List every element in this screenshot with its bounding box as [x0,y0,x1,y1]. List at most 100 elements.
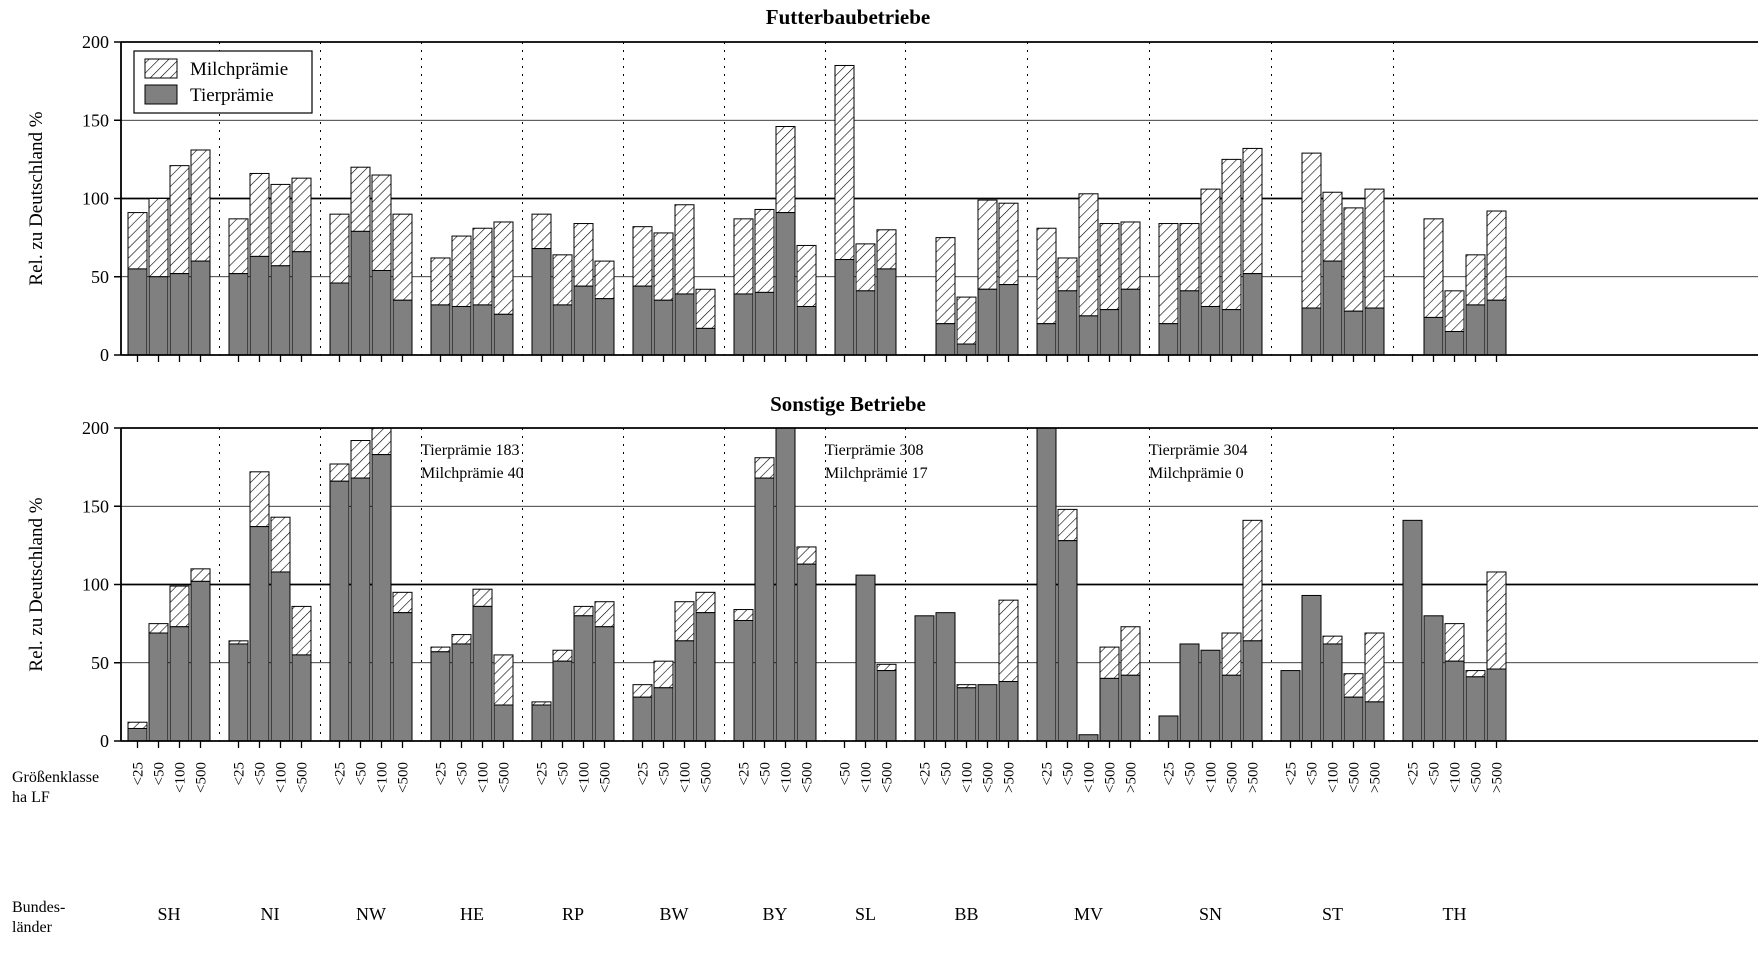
bar-sh-lt25-milchpraemie [127,721,148,729]
bar-sh-lt50-tierpraemie [148,632,169,742]
y-axis-label: Rel. zu Deutschland % [26,497,47,671]
size-class-label-mv-lt100: <100 [1082,762,1098,793]
size-class-label-sl-lt500: <500 [880,762,896,793]
bar-sh-lt100-tierpraemie [169,273,190,356]
bar-by-lt25-milchpraemie [733,218,754,295]
bar-sh-lt500-tierpraemie [190,580,211,742]
size-class-label-sh-lt25: <25 [131,762,147,785]
y-tick-label-50: 50 [91,267,109,287]
bar-nw-lt500-tierpraemie [392,612,413,742]
bar-mv-lt500-milchpraemie [1099,223,1120,311]
size-class-label-ni-lt25: <25 [232,762,248,785]
bar-sh-lt25-milchpraemie [127,212,148,270]
bar-nw-lt500-milchpraemie [392,213,413,301]
chart-title-futterbau: Futterbaubetriebe [766,5,930,29]
bar-rp-lt100-milchpraemie [573,605,594,617]
land-label-bb: BB [954,904,978,924]
bar-nw-lt50-tierpraemie [350,477,371,742]
bar-bw-lt100-milchpraemie [674,601,695,642]
size-class-label-sh-lt100: <100 [173,762,189,793]
bar-st-lt100-milchpraemie [1322,635,1343,645]
bar-nw-lt100-tierpraemie [371,454,392,742]
bar-sh-lt50-tierpraemie [148,276,169,356]
bar-he-lt500-milchpraemie [493,654,514,706]
bar-st-lt500-tierpraemie [1343,696,1364,742]
bar-bb-lt50-milchpraemie [935,237,956,325]
bar-he-lt50-milchpraemie [451,634,472,645]
bar-sn-gt500-tierpraemie [1242,640,1263,742]
bar-st-gt500-milchpraemie [1364,632,1385,703]
bar-bw-lt500-milchpraemie [695,591,716,614]
bar-by-lt25-milchpraemie [733,609,754,621]
size-class-label-th-gt500: >500 [1490,762,1506,793]
bar-bb-lt500-tierpraemie [977,684,998,742]
bar-nw-lt25-tierpraemie [329,480,350,742]
bar-st-lt500-milchpraemie [1343,673,1364,698]
bar-th-lt100-tierpraemie [1444,660,1465,742]
y-tick-label-200: 200 [82,418,109,438]
size-class-label-bb-gt500: >500 [1002,762,1018,793]
panel-futterbau: 0 50 100 150 200 Rel. zu Deutschland % [26,32,1758,365]
bar-st-lt50-tierpraemie [1301,307,1322,356]
bar-rp-lt500-milchpraemie [594,260,615,300]
size-class-label-bw-lt50: <50 [657,762,673,785]
bar-st-lt500-milchpraemie [1343,207,1364,312]
bar-bw-lt50-milchpraemie [653,232,674,301]
bar-he-lt100-tierpraemie [472,605,493,742]
bar-st-gt500-tierpraemie [1364,701,1385,742]
row-label-groessenklasse: Größenklasse [12,769,99,786]
bar-sn-lt100-tierpraemie [1200,649,1221,742]
row-label-bundes: Bundes- [12,899,65,916]
land-label-ni: NI [261,904,280,924]
bar-ni-lt50-milchpraemie [249,471,270,528]
annotation-mv-tier: Tierprämie 304 [1149,442,1248,459]
size-class-label-ni-lt50: <50 [253,762,269,785]
bar-rp-lt100-tierpraemie [573,285,594,356]
bar-by-lt500-milchpraemie [796,546,817,565]
bar-ni-lt100-tierpraemie [270,265,291,356]
size-class-label-nw-lt25: <25 [333,762,349,785]
bar-bw-lt500-tierpraemie [695,612,716,742]
size-class-label-th-lt100: <100 [1448,762,1464,793]
bar-bb-lt25-tierpraemie [914,615,935,742]
bar-ni-lt100-milchpraemie [270,516,291,573]
size-class-label-sl-lt100: <100 [859,762,875,793]
bar-st-lt100-tierpraemie [1322,643,1343,742]
bar-bb-lt50-tierpraemie [935,612,956,742]
size-class-label-by-lt25: <25 [737,762,753,785]
bar-sh-lt100-milchpraemie [169,165,190,275]
land-label-rp: RP [562,904,584,924]
bar-sn-lt500-tierpraemie [1221,674,1242,742]
row-label-ha-lf: ha LF [12,789,50,806]
bar-rp-lt500-tierpraemie [594,298,615,356]
bar-sl-lt100-milchpraemie [855,243,876,292]
size-class-label-he-lt500: <500 [497,762,513,793]
bar-sl-lt50-tierpraemie [834,259,855,356]
bar-sh-lt50-milchpraemie [148,623,169,634]
bar-he-lt25-milchpraemie [430,257,451,306]
land-label-th: TH [1443,904,1467,924]
bar-bw-lt500-tierpraemie [695,327,716,356]
y-tick-label-0: 0 [100,345,109,365]
bar-sh-lt50-milchpraemie [148,198,169,278]
bar-th-lt500-tierpraemie [1465,676,1486,742]
bar-sl-lt100-tierpraemie [855,574,876,742]
bar-sl-lt50-milchpraemie [834,64,855,261]
bar-st-lt100-tierpraemie [1322,260,1343,356]
size-class-label-rp-lt500: <500 [598,762,614,793]
bar-bw-lt500-milchpraemie [695,288,716,329]
bar-he-lt50-milchpraemie [451,235,472,307]
size-class-label-bb-lt500: <500 [981,762,997,793]
bar-sn-gt500-milchpraemie [1242,519,1263,642]
size-class-label-bb-lt100: <100 [960,762,976,793]
bar-sl-lt500-milchpraemie [876,663,897,672]
bar-ni-lt500-tierpraemie [291,251,312,356]
bar-bb-lt100-tierpraemie [956,343,977,356]
bar-rp-lt100-milchpraemie [573,223,594,287]
bar-mv-lt25-milchpraemie [1036,227,1057,325]
y-tick-label-100: 100 [82,189,109,209]
annotation-mv-milch: Milchprämie 0 [1149,465,1244,482]
bar-sh-lt500-milchpraemie [190,149,211,262]
bar-ni-lt500-milchpraemie [291,605,312,656]
